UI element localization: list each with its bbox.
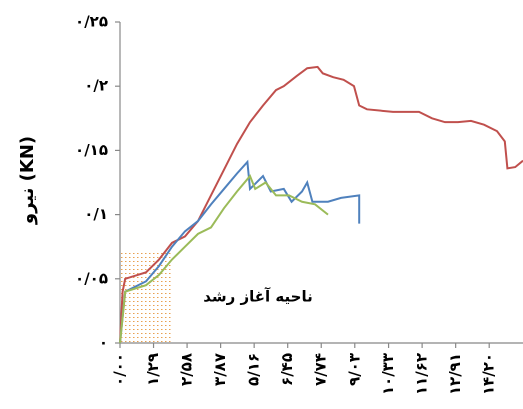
y-tick-label: ۰ xyxy=(99,334,108,352)
x-tick-label: ۲/۵۸ xyxy=(178,353,196,386)
x-tick-label: ۵/۱۶ xyxy=(245,353,263,386)
x-tick-label: ۱۲/۹۱ xyxy=(446,353,464,395)
y-tick-label: ۰/۰۵ xyxy=(75,269,108,287)
growth-region xyxy=(121,252,173,342)
x-tick-label: ۱۴/۲۰ xyxy=(480,353,498,395)
series-line xyxy=(119,174,329,344)
x-tick-label: ۶/۴۵ xyxy=(278,353,296,386)
x-tick-label: ۰/۰۰ xyxy=(111,353,129,386)
x-tick-label: ۹/۰۳ xyxy=(345,353,363,386)
y-tick-label: ۰/۱۵ xyxy=(75,141,108,159)
annotation: ناحیه آغاز رشد xyxy=(203,288,312,306)
y-axis-label: نیرو (KN) xyxy=(17,136,38,225)
x-tick-label: ۷/۷۴ xyxy=(312,353,330,386)
x-tick-label: ۳/۸۷ xyxy=(211,353,229,386)
series-line xyxy=(119,65,523,344)
x-tick-label: ۱۰/۳۳ xyxy=(379,353,397,395)
series-line xyxy=(119,159,361,344)
y-tick-label: ۰/۲ xyxy=(84,77,108,95)
y-tick-label: ۰/۱ xyxy=(84,205,108,223)
y-tick-label: ۰/۲۵ xyxy=(75,13,108,31)
x-tick-label: ۱۱/۶۲ xyxy=(413,353,431,395)
x-tick-label: ۱/۲۹ xyxy=(144,353,162,386)
